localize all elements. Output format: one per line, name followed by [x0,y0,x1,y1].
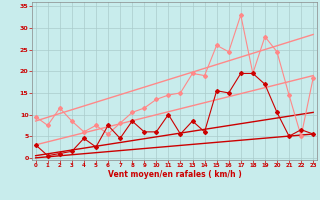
X-axis label: Vent moyen/en rafales ( km/h ): Vent moyen/en rafales ( km/h ) [108,170,241,179]
